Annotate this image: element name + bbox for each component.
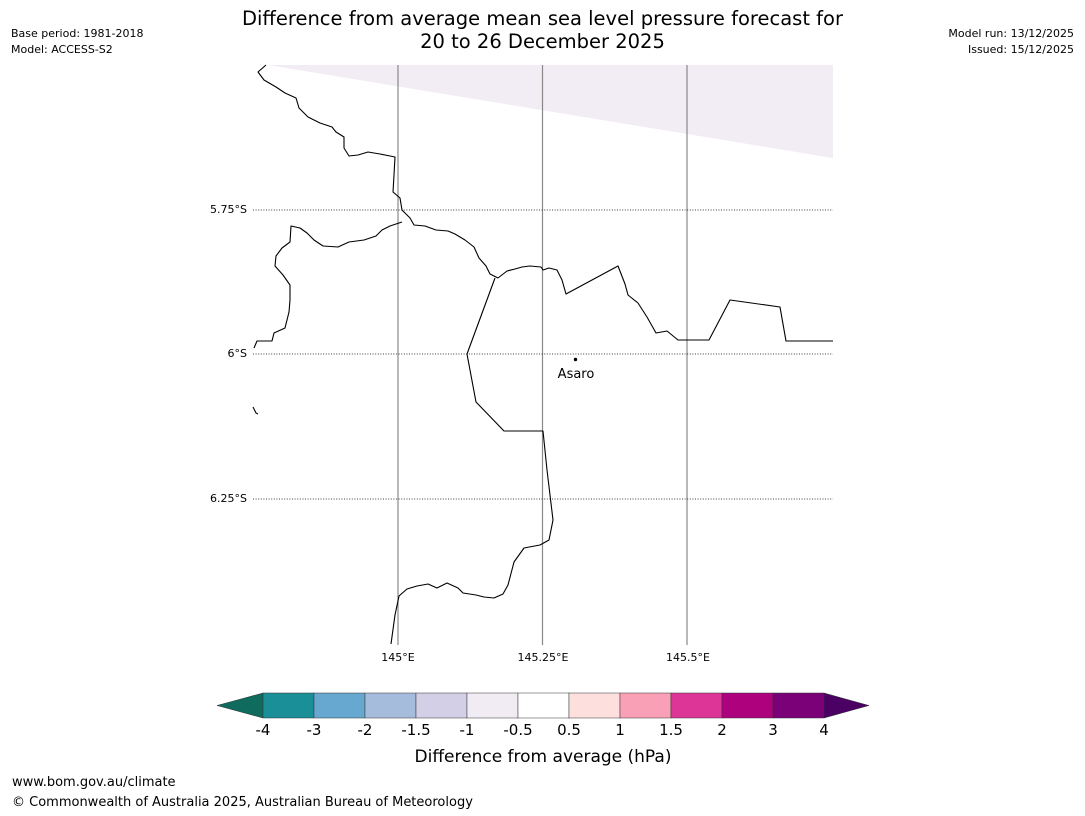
colorbar-segment bbox=[772, 692, 825, 719]
colorbar-tick-label: 0.5 bbox=[557, 721, 581, 739]
pressure-anomaly-shading bbox=[268, 65, 833, 158]
colorbar: -4 -3 -2 -1.5 -1 -0.5 0.5 1 1.5 2 3 4 Difference fr… bbox=[216, 692, 870, 767]
colorbar-tick-label: -1 bbox=[460, 721, 475, 739]
longitude-gridlines bbox=[397, 65, 688, 645]
footer-url: www.bom.gov.au/climate bbox=[12, 775, 176, 790]
model-run-text: Model run: 13/12/2025 bbox=[948, 27, 1074, 40]
footer-copyright: © Commonwealth of Australia 2025, Austra… bbox=[12, 795, 473, 810]
colorbar-tick-label: 4 bbox=[819, 721, 829, 739]
colorbar-under-arrow bbox=[216, 692, 264, 719]
lat-label-6-25: 6.25°S bbox=[210, 492, 247, 505]
colorbar-segment bbox=[313, 692, 366, 719]
colorbar-segment bbox=[415, 692, 468, 719]
boundary-north bbox=[257, 64, 499, 279]
colorbar-tick-label: 3 bbox=[768, 721, 778, 739]
asaro-marker bbox=[573, 357, 578, 362]
colorbar-segment bbox=[466, 692, 519, 719]
map-title-line1: Difference from average mean sea level p… bbox=[242, 7, 843, 30]
colorbar-tick-label: 2 bbox=[717, 721, 727, 739]
base-period-text: Base period: 1981-2018 bbox=[11, 27, 144, 40]
asaro-label: Asaro bbox=[558, 367, 595, 382]
colorbar-tick-label: -3 bbox=[307, 721, 322, 739]
metadata-right: Model run: 13/12/2025 Issued: 15/12/2025 bbox=[948, 26, 1074, 58]
boundaries bbox=[252, 64, 833, 645]
lon-label-145: 145°E bbox=[381, 651, 414, 664]
lon-label-145-5: 145.5°E bbox=[666, 651, 710, 664]
boundary-west bbox=[253, 221, 403, 349]
metadata-left: Base period: 1981-2018 Model: ACCESS-S2 bbox=[11, 26, 143, 58]
colorbar-segment bbox=[568, 692, 621, 719]
colorbar-segment bbox=[517, 692, 570, 719]
colorbar-over-arrow bbox=[823, 692, 870, 719]
map-title-line2: 20 to 26 December 2025 bbox=[420, 30, 665, 53]
colorbar-segment bbox=[364, 692, 417, 719]
colorbar-segment bbox=[619, 692, 672, 719]
colorbar-segment bbox=[262, 692, 315, 719]
colorbar-tick-label: 1.5 bbox=[659, 721, 683, 739]
lat-label-5-75: 5.75°S bbox=[210, 203, 247, 216]
colorbar-tick-label: -1.5 bbox=[401, 721, 430, 739]
colorbar-tick-label: -4 bbox=[256, 721, 271, 739]
colorbar-segment bbox=[670, 692, 723, 719]
colorbar-segment bbox=[721, 692, 774, 719]
issued-text: Issued: 15/12/2025 bbox=[967, 43, 1074, 56]
model-text: Model: ACCESS-S2 bbox=[11, 43, 113, 56]
boundary-south bbox=[390, 277, 554, 645]
lon-label-145-25: 145.25°E bbox=[518, 651, 569, 664]
map-title: Difference from average mean sea level p… bbox=[0, 7, 1085, 53]
boundary-central bbox=[497, 265, 833, 342]
colorbar-label: Difference from average (hPa) bbox=[415, 747, 672, 767]
boundary-fragment bbox=[252, 406, 259, 415]
latitude-gridlines bbox=[253, 209, 833, 500]
lat-label-6: 6°S bbox=[228, 347, 247, 360]
colorbar-tick-label: 1 bbox=[615, 721, 625, 739]
colorbar-tick-label: -0.5 bbox=[503, 721, 532, 739]
colorbar-tick-label: -2 bbox=[358, 721, 373, 739]
